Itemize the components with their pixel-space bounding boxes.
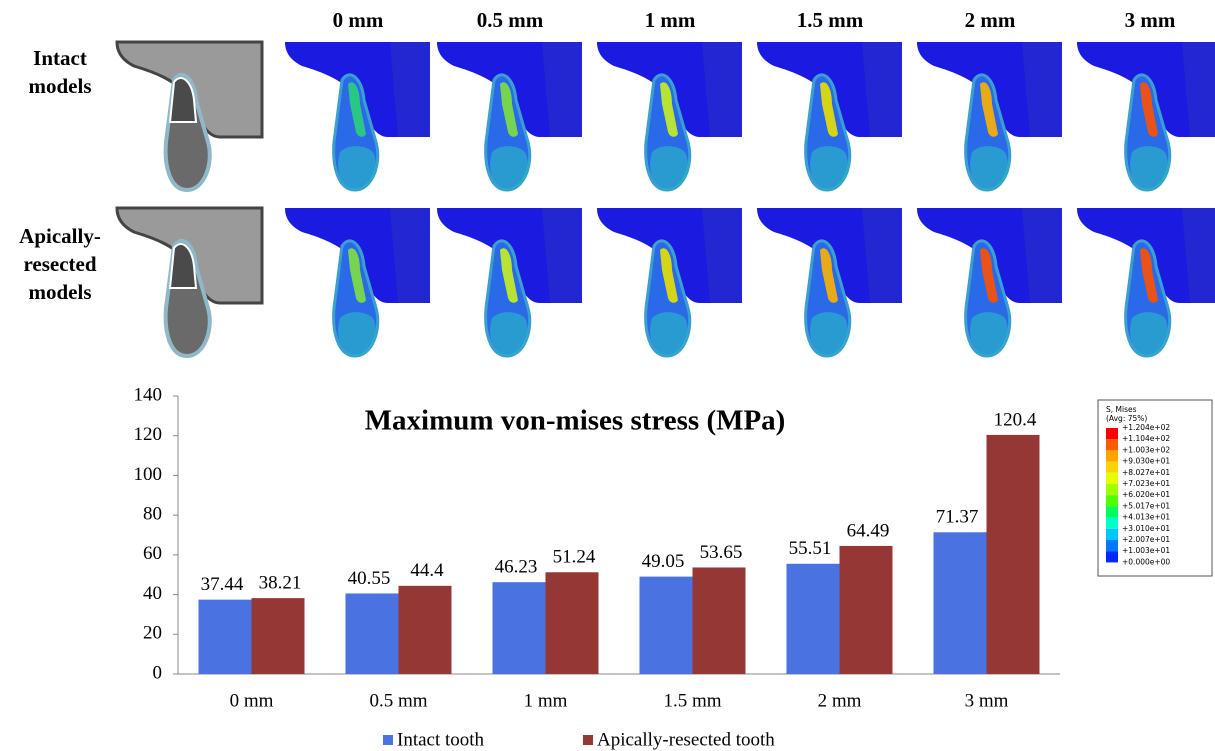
data-label: 53.65 [700,542,743,563]
x-tick-label: 0 mm [230,690,274,711]
contour-swatch [1106,462,1118,473]
contour-label: +2.007e+01 [1122,535,1170,544]
model-image [437,208,582,356]
legend-swatch [583,735,593,745]
column-header: 1.5 mm [797,8,864,32]
x-tick-label: 1.5 mm [663,690,721,711]
y-tick-label: 140 [134,384,163,405]
y-tick-label: 60 [143,543,162,564]
model-image [117,42,262,190]
contour-swatch [1106,484,1118,495]
x-tick-label: 2 mm [818,690,862,711]
contour-legend-title: S, Mises [1106,405,1137,414]
model-image [757,42,902,190]
bar [399,586,452,674]
data-label: 64.49 [847,520,890,541]
contour-label: +7.023e+01 [1122,479,1170,488]
data-label: 120.4 [994,409,1037,430]
contour-swatch [1106,439,1118,450]
data-label: 51.24 [553,547,596,568]
legend-swatch [383,735,393,745]
model-image [757,208,902,356]
contour-label: +1.003e+01 [1122,546,1170,555]
y-tick-label: 40 [143,583,162,604]
contour-swatch [1106,495,1118,506]
data-label: 71.37 [936,507,979,528]
x-tick-label: 1 mm [524,690,568,711]
bar [934,532,987,674]
bar [199,600,252,674]
legend-label: Apically-resected tooth [597,729,775,750]
model-image [437,42,582,190]
x-tick-label: 0.5 mm [369,690,427,711]
row-label: Apically- [19,224,101,248]
column-header: 0.5 mm [477,8,544,32]
figure: Maximum von-mises stress (MPa) 0 mm 0.5 m… [0,0,1215,751]
bar [252,598,305,674]
x-tick-label: 3 mm [965,690,1009,711]
legend-label: Intact tooth [397,729,485,750]
model-image [285,42,430,190]
column-header: 2 mm [965,8,1016,32]
bar [640,577,693,674]
column-header: 3 mm [1125,8,1176,32]
contour-label: +9.030e+01 [1122,457,1170,466]
column-header: 0 mm [333,8,384,32]
model-image [1077,42,1215,190]
bar [693,567,746,674]
model-image [917,208,1062,356]
contour-label: +4.013e+01 [1122,513,1170,522]
data-label: 49.05 [642,551,685,572]
chart-title: Maximum von-mises stress (MPa) [365,405,786,437]
contour-label: +6.020e+01 [1122,490,1170,499]
contour-swatch [1106,540,1118,551]
model-image [917,42,1062,190]
bar [546,572,599,674]
data-label: 40.55 [348,568,391,589]
contour-swatch [1106,529,1118,540]
contour-label: +1.204e+02 [1122,423,1170,432]
row-label: resected [23,252,96,276]
contour-label: +1.003e+02 [1122,445,1170,454]
model-image [597,42,742,190]
y-tick-label: 80 [143,504,162,525]
contour-label: +1.104e+02 [1122,434,1170,443]
contour-swatch [1106,506,1118,517]
model-images [117,42,1215,356]
row-label: models [29,74,92,98]
data-label: 38.21 [259,572,302,593]
y-tick-label: 100 [134,464,163,485]
bar [840,546,893,674]
contour-swatch [1106,473,1118,484]
column-header: 1 mm [645,8,696,32]
bar [346,593,399,674]
bar [493,582,546,674]
bar [787,564,840,674]
y-tick-label: 120 [134,424,163,445]
y-tick-label: 0 [153,662,163,683]
row-label: models [29,280,92,304]
contour-label: +0.000e+00 [1122,557,1170,566]
contour-label: +5.017e+01 [1122,501,1170,510]
data-label: 46.23 [495,557,538,578]
contour-label: +3.010e+01 [1122,524,1170,533]
model-image [597,208,742,356]
data-label: 44.4 [410,560,444,581]
model-image [117,208,262,356]
contour-swatch [1106,518,1118,529]
y-tick-label: 20 [143,623,162,644]
row-label: Intact [33,46,87,70]
contour-legend-subtitle: (Avg: 75%) [1106,414,1147,423]
contour-label: +8.027e+01 [1122,468,1170,477]
model-image [1077,208,1215,356]
contour-swatch [1106,551,1118,562]
contour-swatch [1106,428,1118,439]
contour-swatch [1106,450,1118,461]
model-image [285,208,430,356]
data-label: 55.51 [789,538,832,559]
bar [987,435,1040,674]
data-label: 37.44 [201,574,244,595]
